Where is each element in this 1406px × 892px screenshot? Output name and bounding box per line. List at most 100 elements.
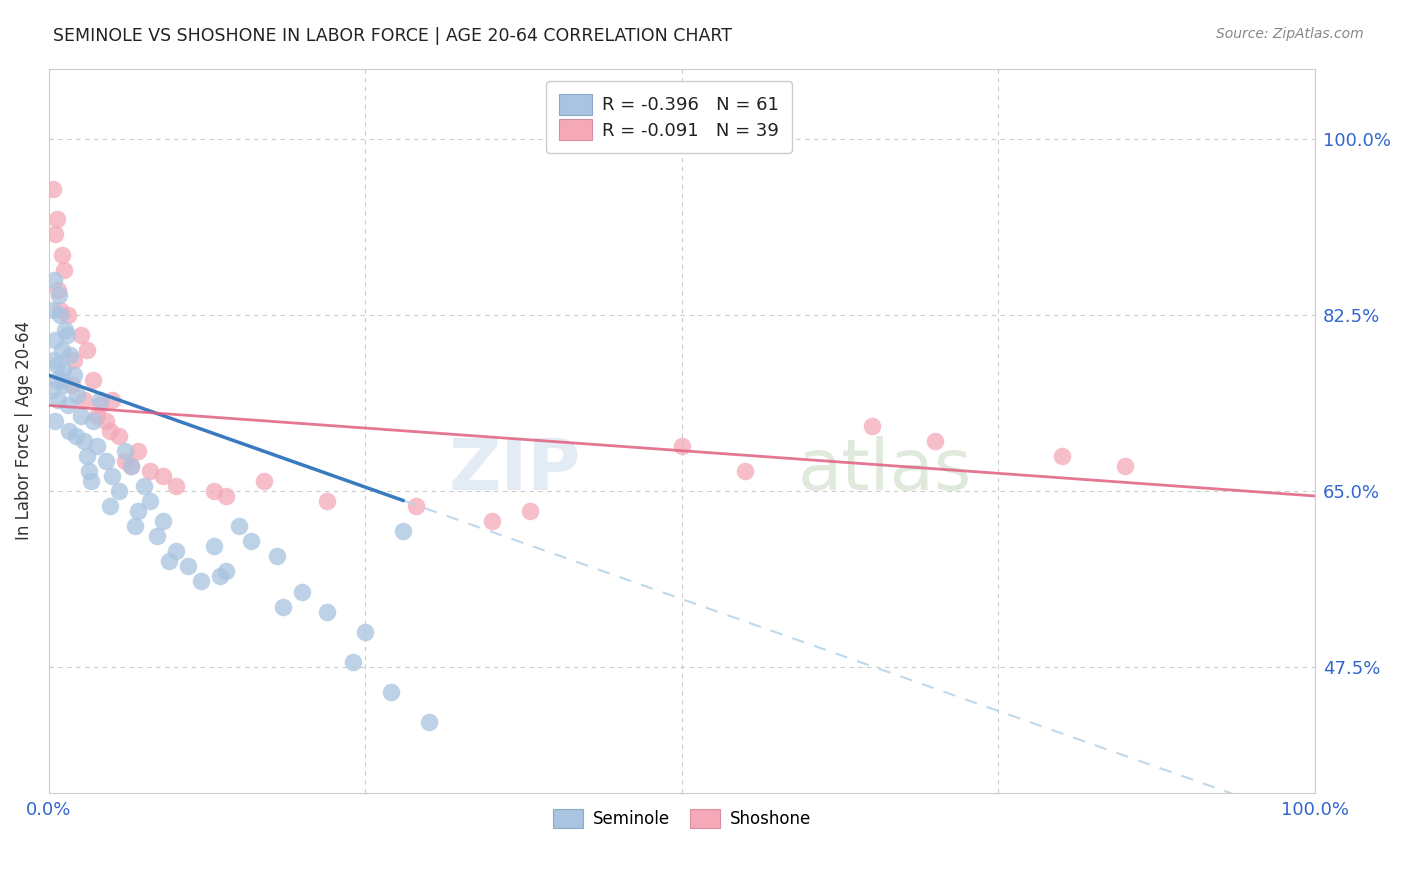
Point xyxy=(94,454,117,468)
Point xyxy=(82,413,104,427)
Point xyxy=(51,373,73,387)
Point xyxy=(42,302,65,317)
Point xyxy=(65,428,87,442)
Point xyxy=(49,308,72,322)
Point xyxy=(342,655,364,669)
Point xyxy=(405,499,427,513)
Point xyxy=(671,439,693,453)
Point xyxy=(80,474,103,488)
Point xyxy=(380,685,402,699)
Point xyxy=(45,358,67,372)
Point xyxy=(152,468,174,483)
Point xyxy=(924,434,946,448)
Text: ZIP: ZIP xyxy=(449,436,581,505)
Point xyxy=(271,599,294,614)
Point xyxy=(76,449,98,463)
Point xyxy=(145,529,167,543)
Point xyxy=(53,378,76,392)
Point xyxy=(52,363,75,377)
Point xyxy=(107,428,129,442)
Point xyxy=(60,378,83,392)
Point xyxy=(101,393,124,408)
Point xyxy=(46,283,69,297)
Point xyxy=(55,328,77,343)
Point xyxy=(392,524,415,538)
Point xyxy=(82,373,104,387)
Point xyxy=(53,262,76,277)
Point xyxy=(73,434,96,448)
Point xyxy=(291,584,314,599)
Point xyxy=(354,624,377,639)
Text: SEMINOLE VS SHOSHONE IN LABOR FORCE | AGE 20-64 CORRELATION CHART: SEMINOLE VS SHOSHONE IN LABOR FORCE | AG… xyxy=(53,27,733,45)
Point xyxy=(190,574,212,589)
Point xyxy=(202,539,225,553)
Point xyxy=(127,443,149,458)
Point xyxy=(101,468,124,483)
Point xyxy=(215,489,238,503)
Point xyxy=(127,504,149,518)
Point xyxy=(51,343,73,358)
Point xyxy=(86,409,108,423)
Point xyxy=(157,554,180,568)
Point xyxy=(120,458,142,473)
Point xyxy=(139,494,162,508)
Point xyxy=(165,544,187,558)
Point xyxy=(59,348,82,362)
Point xyxy=(73,393,96,408)
Text: atlas: atlas xyxy=(797,436,972,505)
Point xyxy=(46,393,69,408)
Point xyxy=(89,399,111,413)
Point xyxy=(132,479,155,493)
Point xyxy=(124,519,146,533)
Point xyxy=(481,514,503,528)
Point xyxy=(45,373,67,387)
Point xyxy=(240,534,263,549)
Point xyxy=(165,479,187,493)
Text: Source: ZipAtlas.com: Source: ZipAtlas.com xyxy=(1216,27,1364,41)
Point xyxy=(519,504,541,518)
Point xyxy=(48,288,70,302)
Point xyxy=(316,605,339,619)
Point xyxy=(69,328,91,343)
Point xyxy=(177,559,200,574)
Point xyxy=(76,343,98,358)
Point xyxy=(69,409,91,423)
Point xyxy=(42,353,65,368)
Point xyxy=(66,388,89,402)
Point xyxy=(202,483,225,498)
Point xyxy=(42,182,65,196)
Point xyxy=(44,413,66,427)
Point xyxy=(63,368,86,383)
Point xyxy=(253,474,276,488)
Point xyxy=(266,549,288,564)
Point xyxy=(114,454,136,468)
Point xyxy=(44,333,66,347)
Point xyxy=(55,323,77,337)
Point xyxy=(316,494,339,508)
Point xyxy=(98,424,121,438)
Point xyxy=(228,519,250,533)
Point xyxy=(56,399,79,413)
Point xyxy=(44,227,66,242)
Point xyxy=(139,464,162,478)
Point xyxy=(98,499,121,513)
Point xyxy=(63,353,86,368)
Point xyxy=(1050,449,1073,463)
Point xyxy=(79,464,101,478)
Point xyxy=(418,715,440,730)
Point xyxy=(58,424,80,438)
Point xyxy=(89,393,111,408)
Point xyxy=(120,458,142,473)
Y-axis label: In Labor Force | Age 20-64: In Labor Force | Age 20-64 xyxy=(15,321,32,541)
Point xyxy=(208,569,231,583)
Point xyxy=(45,212,67,227)
Point xyxy=(152,514,174,528)
Point xyxy=(107,483,129,498)
Point xyxy=(215,565,238,579)
Point xyxy=(860,418,883,433)
Point xyxy=(51,247,73,261)
Legend: Seminole, Shoshone: Seminole, Shoshone xyxy=(546,803,818,835)
Point xyxy=(49,302,72,317)
Point xyxy=(56,308,79,322)
Point xyxy=(114,443,136,458)
